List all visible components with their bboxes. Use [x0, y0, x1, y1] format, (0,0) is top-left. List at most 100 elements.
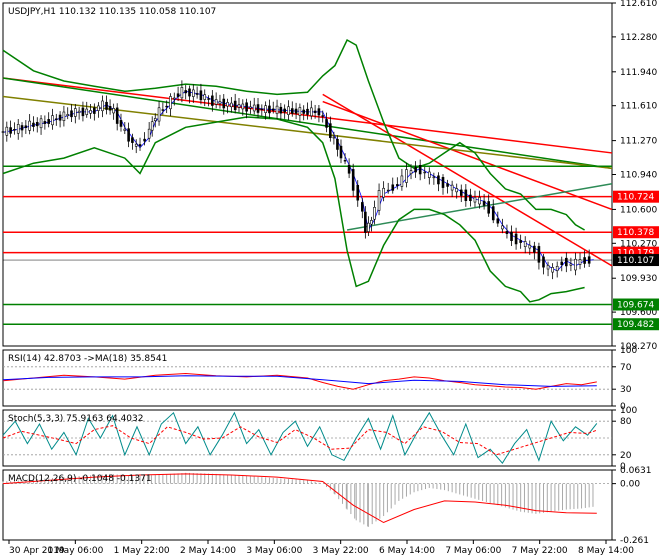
macd-pane: 0.0631 0.00 -0.261 MACD(12,26,9) -0.1048 -0… — [2, 466, 652, 546]
candle-body — [418, 164, 422, 175]
candle-body — [43, 121, 47, 124]
candle-body — [81, 107, 85, 117]
candle-body — [260, 108, 264, 110]
candle-body — [1, 131, 5, 133]
candle-body — [565, 257, 568, 267]
candle-body — [361, 202, 364, 212]
candle-body — [245, 102, 248, 112]
candle-body — [105, 101, 108, 110]
macd-signal-line — [2, 473, 597, 524]
stoch-tick-label-1: 80 — [620, 417, 632, 427]
macd-tick-label-2: -0.261 — [620, 536, 649, 546]
candle-body — [241, 103, 245, 110]
candle-body — [313, 110, 317, 114]
candle-body — [405, 169, 408, 183]
pane-frame — [2, 2, 613, 347]
trend-line — [2, 77, 613, 170]
price-level-box: 110.107 — [613, 254, 659, 267]
x-tick-label-1: 1 May 06:00 — [47, 546, 103, 556]
candle-body — [367, 222, 370, 232]
candle-body — [459, 189, 463, 196]
candle-body — [275, 105, 279, 115]
macd-tick-label-1: 0.00 — [620, 480, 640, 490]
candle-body — [35, 121, 39, 127]
price-ma-line — [2, 90, 594, 272]
x-tick-label-4: 3 May 06:00 — [246, 546, 302, 556]
candle-body — [20, 125, 24, 131]
price-level-label: 110.724 — [617, 193, 654, 203]
candle-body — [112, 108, 115, 114]
candle-body — [165, 105, 168, 108]
rsi-series-1 — [2, 375, 597, 387]
candle-body — [505, 231, 509, 234]
trend-line — [2, 95, 613, 170]
candle-body — [85, 108, 89, 115]
candle-body — [279, 106, 283, 114]
candle-body — [256, 104, 260, 113]
candle-body — [537, 246, 541, 263]
candle-body — [473, 196, 477, 203]
candle-body — [5, 126, 9, 136]
candle-body — [396, 184, 399, 186]
candle-body — [211, 95, 214, 106]
price-tick-label-4: 111.270 — [620, 137, 657, 147]
stoch-tick-label-2: 20 — [620, 451, 632, 461]
pane-frame — [2, 469, 613, 541]
x-tick-label-2: 1 May 22:00 — [114, 546, 170, 556]
price-level-box: 110.724 — [613, 190, 659, 203]
candle-body — [455, 188, 459, 193]
candle-body — [39, 118, 43, 129]
candle-body — [347, 164, 351, 174]
candle-body — [482, 200, 486, 206]
candle-body — [28, 120, 31, 131]
trend-line — [322, 93, 613, 267]
candle-body — [391, 184, 395, 191]
candle-body — [487, 201, 490, 214]
candle-body — [514, 233, 518, 245]
price-level-box-bg — [613, 254, 659, 267]
pane-frame — [2, 349, 613, 407]
candle-body — [233, 100, 237, 111]
candle-body — [62, 111, 66, 121]
candle-body — [329, 123, 332, 139]
candle-body — [519, 240, 522, 243]
candle-body — [32, 122, 35, 127]
candle-body — [464, 189, 468, 201]
candle-body — [496, 218, 500, 224]
price-tick-label-9: 109.600 — [620, 308, 657, 318]
candle-body — [24, 125, 28, 129]
candle-body — [147, 128, 151, 139]
candle-body — [414, 166, 417, 173]
candle-body — [47, 119, 50, 124]
candle-body — [184, 90, 187, 94]
chart-title: USDJPY,H1 110.132 110.135 110.058 110.10… — [8, 7, 216, 17]
candle-body — [192, 89, 195, 97]
candle-body — [180, 87, 184, 99]
price-pane: 112.610 112.280 111.940 111.610 111.270 110.9… — [1, 0, 659, 352]
price-level-box-bg — [613, 190, 659, 203]
trend-line — [322, 100, 613, 211]
price-tick-label-7: 110.270 — [620, 239, 657, 249]
candle-body — [546, 265, 550, 270]
candle-body — [377, 190, 381, 211]
price-level-box-bg — [613, 298, 659, 311]
stoch-tick-label-0: 100 — [620, 406, 637, 416]
candle-body — [131, 137, 134, 143]
candle-body — [501, 225, 504, 230]
candle-body — [97, 105, 100, 111]
candle-body — [302, 109, 305, 114]
candle-body — [195, 93, 199, 95]
price-level-box-bg — [613, 318, 659, 331]
candle-body — [203, 94, 207, 100]
candle-body — [478, 197, 481, 205]
candle-body — [427, 171, 431, 178]
candle-body — [66, 114, 70, 116]
price-tick-label-3: 111.610 — [620, 102, 657, 112]
x-tick-label-9: 8 May 14:00 — [578, 546, 634, 556]
candle-body — [364, 211, 367, 233]
candle-body — [583, 257, 586, 264]
x-tick-label-5: 3 May 22:00 — [313, 546, 369, 556]
